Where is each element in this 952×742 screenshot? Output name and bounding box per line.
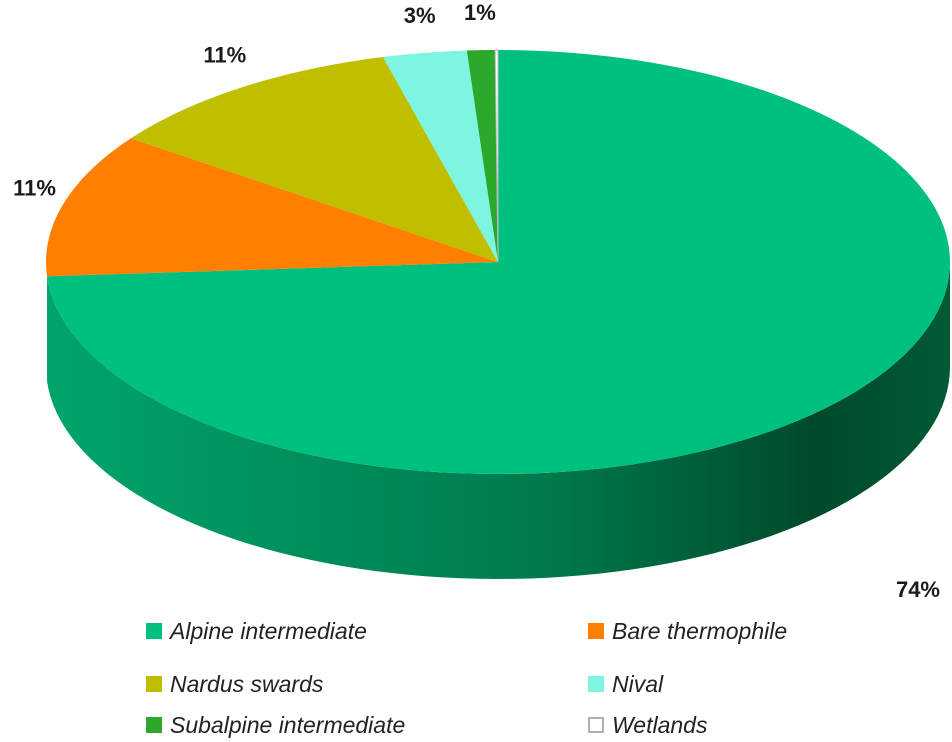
legend-swatch <box>146 676 162 692</box>
legend-item-nival: Nival <box>588 667 663 701</box>
data-label-bare-thermophile: 11% <box>13 176 56 201</box>
legend-swatch <box>588 717 604 733</box>
legend-label: Nardus swards <box>170 670 324 697</box>
data-label-subalpine-intermediate: 1% <box>464 0 496 25</box>
legend-item-wetlands: Wetlands <box>588 708 707 742</box>
pie-chart: 74% 11% 11% 3% 1% <box>13 0 950 600</box>
data-label-nival: 3% <box>404 3 436 28</box>
pie-slice-alpine-intermediate <box>47 50 950 474</box>
legend-label: Subalpine intermediate <box>170 711 406 738</box>
legend-item-alpine-intermediate: Alpine intermediate <box>146 614 367 648</box>
legend-label: Bare thermophile <box>612 617 788 644</box>
legend-swatch <box>146 717 162 733</box>
pie-slice-nival <box>382 50 498 262</box>
legend-label: Nival <box>612 670 664 697</box>
data-label-alpine-intermediate: 74% <box>896 577 940 600</box>
pie-side-alpine-intermediate <box>47 262 950 579</box>
legend-label: Alpine intermediate <box>170 617 367 644</box>
pie-slice-nardus-swards <box>130 56 498 262</box>
legend-label: Wetlands <box>612 711 708 738</box>
legend-item-nardus-swards: Nardus swards <box>146 667 323 701</box>
legend-swatch <box>588 623 604 639</box>
legend: Alpine intermediate Bare thermophile Nardu… <box>0 610 952 740</box>
data-label-nardus-swards: 11% <box>203 43 246 68</box>
legend-swatch <box>588 676 604 692</box>
pie-slice-subalpine-intermediate <box>466 50 498 262</box>
legend-item-subalpine-intermediate: Subalpine intermediate <box>146 708 405 742</box>
pie-slice-bare-thermophile <box>46 138 499 277</box>
legend-swatch <box>146 623 162 639</box>
legend-item-bare-thermophile: Bare thermophile <box>588 614 787 648</box>
pie-slice-wetlands <box>494 49 499 263</box>
